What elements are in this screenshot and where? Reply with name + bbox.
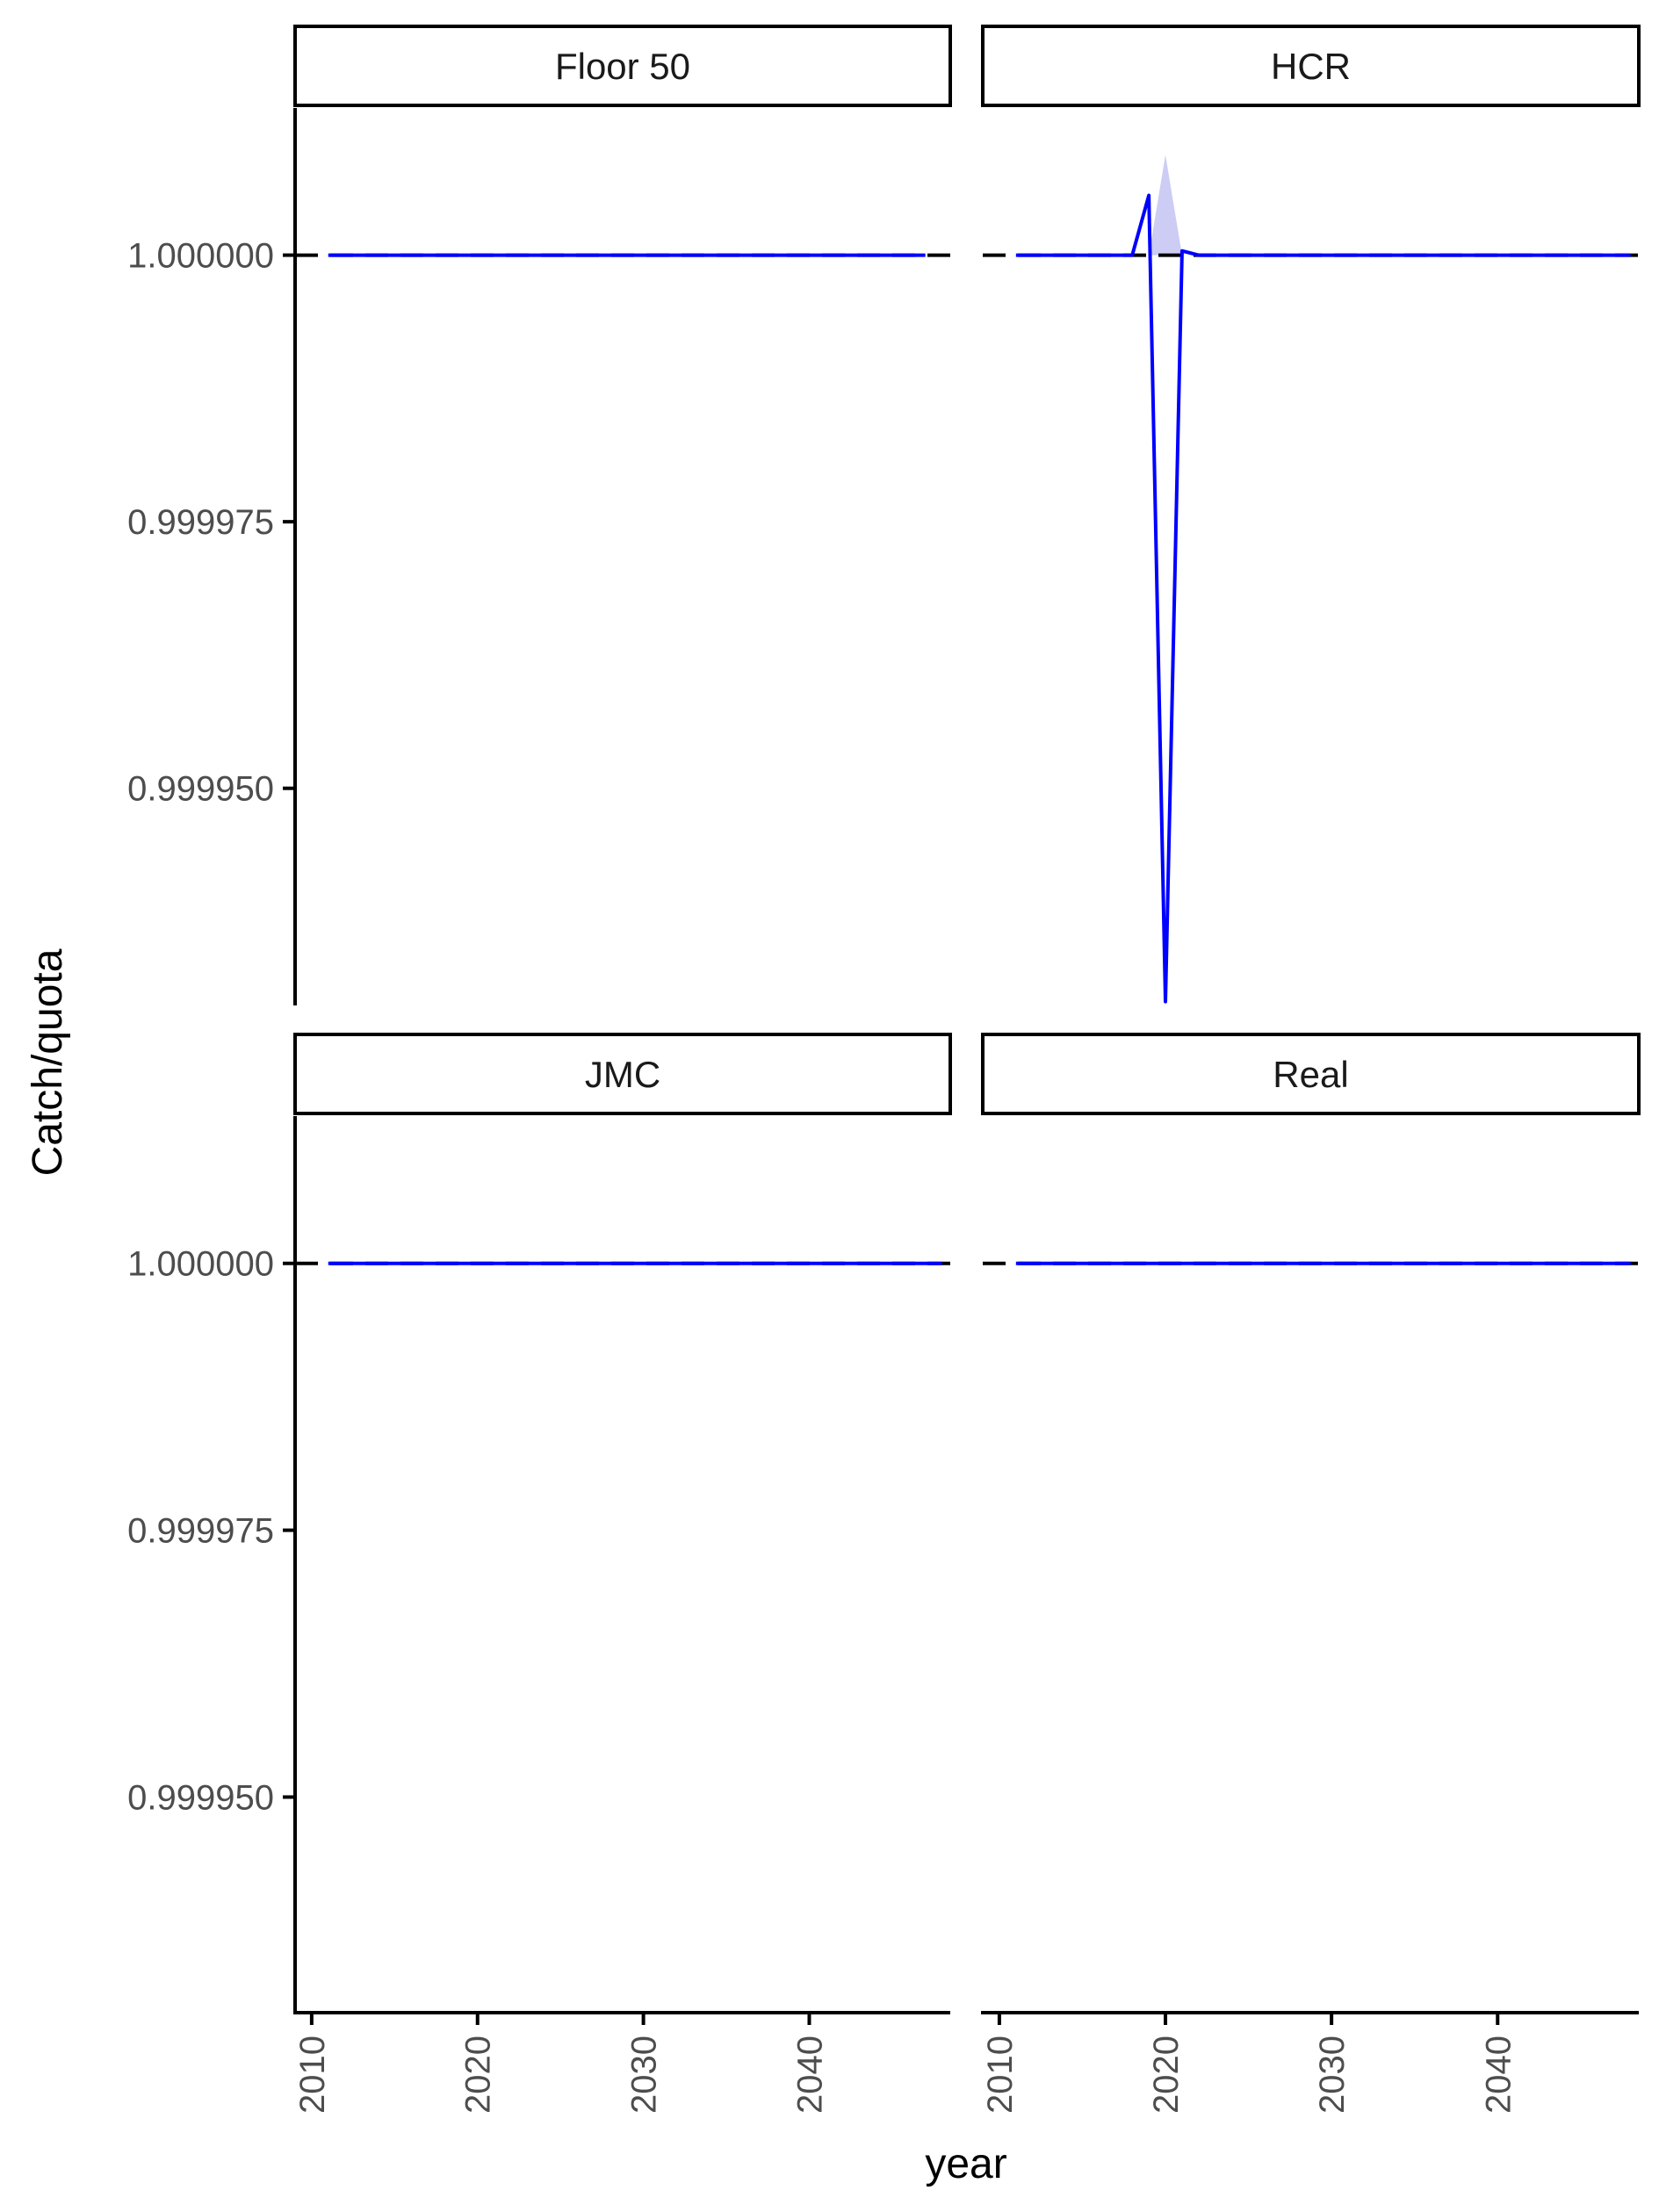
ribbon-band	[1015, 155, 1631, 256]
x-axis-title: year	[925, 2141, 1006, 2187]
x-tick-label: 2030	[1313, 2035, 1352, 2114]
facet-strip	[981, 1033, 1641, 1115]
facet-strip	[293, 1033, 952, 1115]
facet-strip	[293, 25, 952, 107]
facet-strip	[981, 25, 1641, 107]
facet-strip-label: Real	[1273, 1054, 1348, 1095]
panel-hcr: HCR	[981, 25, 1641, 1004]
y-tick-label: 1.000000	[127, 237, 274, 276]
y-tick-label: 0.999975	[127, 503, 274, 542]
x-tick-label: 2010	[981, 2035, 1020, 2114]
y-axis-title: Catch/quota	[25, 948, 71, 1176]
panel-jmc: JMC 0.999950 0.999975 1.000000 2010 2020 2030 2…	[127, 1033, 952, 2114]
facet-strip-label: HCR	[1271, 46, 1351, 87]
panel-floor-50: Floor 50 0.999950 0.999975 1.000000	[127, 25, 952, 1005]
x-tick-label: 2040	[1479, 2035, 1518, 2114]
y-tick-label: 0.999950	[127, 770, 274, 809]
y-tick-label: 0.999975	[127, 1512, 274, 1551]
facet-strip-label: JMC	[585, 1054, 660, 1095]
x-tick-label: 2020	[1147, 2035, 1186, 2114]
panel-real: Real 2010 2020 2030 2040	[981, 1033, 1641, 2114]
y-tick-label: 0.999950	[127, 1778, 274, 1817]
mean-series-line	[1015, 193, 1631, 1004]
y-tick-label: 1.000000	[127, 1245, 274, 1284]
x-tick-label: 2020	[459, 2035, 498, 2114]
x-tick-label: 2030	[625, 2035, 664, 2114]
x-tick-label: 2040	[790, 2035, 829, 2114]
x-tick-label: 2010	[293, 2035, 332, 2114]
panels-layer: Floor 50 0.999950 0.999975 1.000000 HCR JMC 0.…	[127, 25, 1641, 2114]
facet-strip-label: Floor 50	[555, 46, 690, 87]
